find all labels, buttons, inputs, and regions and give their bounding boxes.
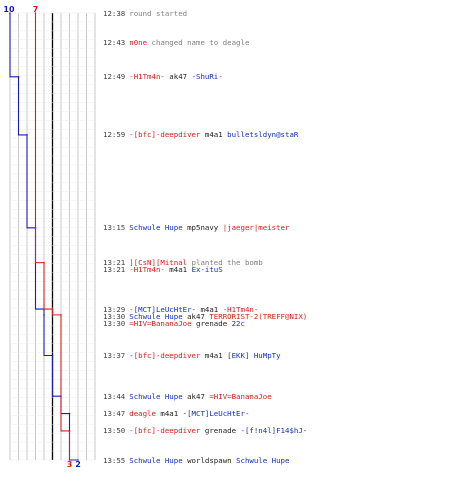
event-player: Schwule Hupe: [129, 311, 183, 321]
event-row: 13:30 Schwule Hupe ak47 TERRORIST-2(TREFF…: [103, 312, 307, 321]
event-weapon: m4a1: [164, 265, 192, 275]
series-point-blue: [26, 134, 28, 136]
event-player: Ex-ituS: [191, 265, 223, 275]
event-row: 13:15 Schwule Hupe mp5navy |jaeger|meiste…: [103, 223, 289, 232]
event-row: 12:43 n0ne changed name to deagle: [103, 38, 249, 47]
event-player: -[f!n4l]F14$hJ-: [240, 426, 308, 436]
event-time: 13:29: [103, 304, 126, 314]
event-player: n0ne: [129, 37, 148, 47]
event-time: 12:43: [103, 37, 126, 47]
event-player: -H1Tm4n-: [222, 304, 259, 314]
event-weapon: ak47: [182, 311, 210, 321]
event-row: 13:55 Schwule Hupe worldspawn Schwule Hup…: [103, 456, 289, 465]
series-point-blue: [9, 12, 11, 14]
event-player: -H1Tm4n-: [129, 72, 165, 82]
series-point-red: [68, 430, 71, 432]
event-row: 13:50 -[bfc]-deepdiver grenade -[f!n4l]F1…: [103, 426, 307, 435]
event-row: 13:21 -H1Tm4n- m4a1 Ex-ituS: [103, 265, 223, 274]
event-player: Schwule Hupe: [129, 223, 183, 233]
event-time: 13:50: [103, 426, 126, 436]
event-time: 13:55: [103, 455, 126, 465]
event-player: TERRORIST-2(TREFF@NIX): [209, 311, 308, 321]
red-start-count-label: 7: [33, 5, 39, 14]
event-time: 13:30: [103, 318, 126, 328]
event-weapon: mp5navy: [182, 223, 223, 233]
event-player: 22c: [231, 318, 245, 328]
event-row: 12:38 round started: [103, 9, 187, 18]
event-row: 13:37 -[bfc]-deepdiver m4a1 [EKK] HuMpTy: [103, 351, 281, 360]
event-player: -H1Tm4n-: [129, 265, 165, 275]
series-point-red: [34, 12, 37, 14]
event-time: 12:59: [103, 130, 126, 140]
event-time: 13:21: [103, 265, 126, 275]
event-weapon: ak47: [182, 391, 210, 401]
event-row: 12:49 -H1Tm4n- ak47 -ShuRi-: [103, 72, 223, 81]
event-player: -[bfc]-deepdiver: [129, 426, 201, 436]
event-message: changed name to deagle: [147, 37, 250, 47]
event-player: bulletsldyn@staR: [227, 130, 299, 140]
event-weapon: worldspawn: [182, 455, 237, 465]
series-point-red: [51, 308, 54, 310]
event-time: 13:37: [103, 351, 126, 360]
event-player: =HIV=BananaJoe: [129, 318, 192, 328]
event-time: 13:21: [103, 258, 126, 268]
event-row: 13:44 Schwule Hupe ak47 =HIV=BananaJoe: [103, 392, 272, 401]
event-weapon: m4a1: [196, 304, 223, 314]
event-weapon: grenade: [200, 426, 241, 436]
series-point-red: [43, 261, 45, 264]
event-player: Schwule Hupe: [129, 391, 183, 401]
event-weapon: m4a1: [200, 351, 228, 360]
event-row: 13:30 =HIV=BananaJoe grenade 22c: [103, 319, 245, 328]
event-time: 12:38: [103, 8, 126, 18]
event-player: =HIV=BananaJoe: [209, 391, 272, 401]
event-row: 13:21][CsN][Mitnal planted the bomb: [103, 258, 263, 267]
event-player: Schwule Hupe: [129, 455, 183, 465]
event-player: -[MCT]LeUcHtEr-: [129, 304, 196, 314]
event-player: deagle: [129, 409, 156, 419]
event-time: 13:30: [103, 311, 126, 321]
series-point-red: [68, 459, 71, 461]
event-player: Schwule Hupe: [236, 455, 290, 465]
series-point-blue: [51, 354, 54, 357]
event-weapon: grenade: [191, 318, 232, 328]
event-player: -[MCT]LeUcHtEr-: [182, 409, 250, 419]
event-message: round started: [129, 8, 188, 18]
series-point-red: [60, 314, 62, 316]
blue-start-count-label: 10: [3, 5, 15, 14]
series-point-blue: [77, 459, 79, 461]
event-time: 13:44: [103, 391, 126, 401]
series-point-blue: [68, 412, 71, 415]
event-player: -ShuRi-: [191, 72, 223, 82]
event-player: |jaeger|meister: [222, 223, 290, 233]
event-row: 12:59 -[bfc]-deepdiver m4a1 bulletsldyn@s…: [103, 130, 298, 139]
red-end-count-label: 3: [67, 460, 73, 469]
event-weapon: m4a1: [155, 409, 183, 419]
event-weapon: m4a1: [200, 130, 228, 140]
event-player: -[bfc]-deepdiver: [129, 130, 201, 140]
event-time: 12:49: [103, 72, 126, 82]
series-point-blue: [17, 76, 20, 78]
event-weapon: ak47: [164, 72, 192, 82]
event-player: -[bfc]-deepdiver: [129, 351, 201, 360]
blue-end-count-label: 2: [75, 460, 81, 469]
series-point-blue: [43, 314, 45, 316]
event-row: 13:47 deagle m4a1 -[MCT]LeUcHtEr-: [103, 409, 249, 418]
event-player: ][CsN][Mitnal: [129, 258, 188, 268]
series-point-red: [34, 226, 37, 229]
event-row: 13:29 -[MCT]LeUcHtEr- m4a1 -H1Tm4n-: [103, 305, 258, 314]
team-count-chart: 10 7 23: [3, 5, 96, 469]
event-time: 13:47: [103, 409, 126, 419]
event-time: 13:15: [103, 223, 126, 233]
event-player: [EKK] HuMpTy: [227, 351, 281, 360]
event-message: planted the bomb: [187, 258, 263, 268]
